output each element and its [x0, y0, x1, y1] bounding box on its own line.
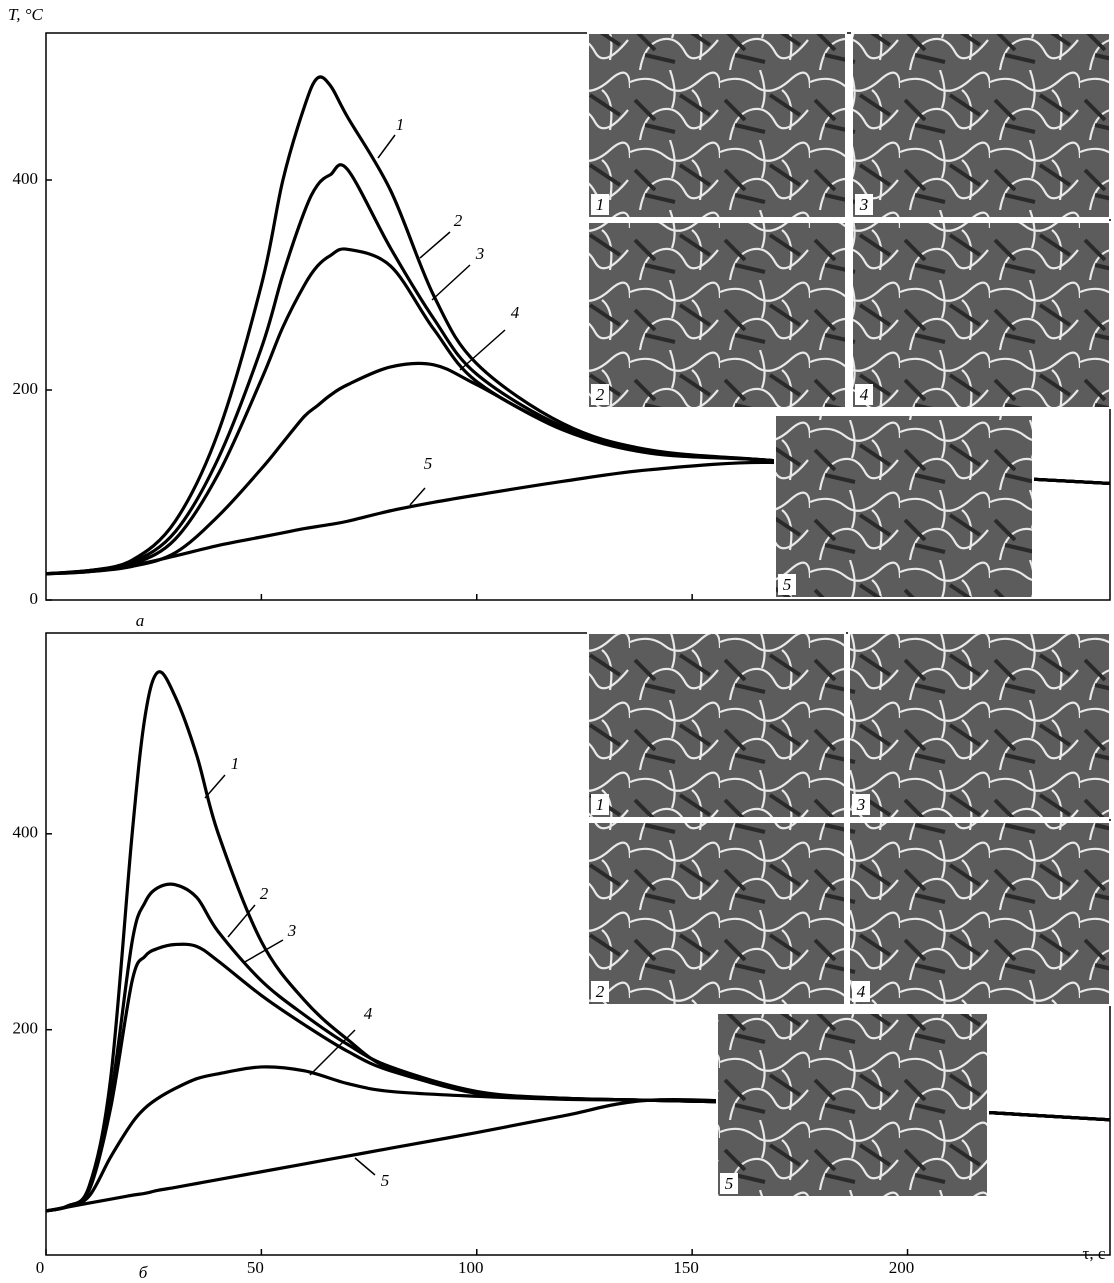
- label-leader: [354, 1157, 376, 1176]
- y-tick-label: 400: [13, 823, 39, 842]
- micrograph: [851, 32, 1111, 219]
- y-tick-label: 400: [13, 169, 39, 188]
- x-tick-label: 50: [247, 1258, 264, 1277]
- series-label: 4: [511, 303, 520, 322]
- inset-label-box: [591, 794, 609, 815]
- inset-label-box: [591, 981, 609, 1002]
- label-leader: [459, 329, 506, 371]
- inset-label: 5: [783, 575, 792, 594]
- inset-label-box: [855, 194, 873, 215]
- panel-label: б: [139, 1263, 148, 1282]
- y-tick-label: 200: [13, 1019, 39, 1038]
- micrograph: [587, 632, 846, 819]
- series-label: 2: [260, 884, 269, 903]
- inset-label: 3: [856, 795, 866, 814]
- micrograph: [716, 1012, 989, 1198]
- label-leader: [242, 939, 284, 964]
- inset-label: 2: [596, 982, 605, 1001]
- y-tick-label: 0: [30, 589, 39, 608]
- micrograph: [848, 821, 1111, 1006]
- inset-label-box: [852, 794, 870, 815]
- label-leader: [409, 487, 426, 506]
- micrograph: [851, 221, 1111, 409]
- inset-label-box: [591, 384, 609, 405]
- label-leader: [204, 774, 226, 799]
- series-label: 5: [381, 1171, 390, 1190]
- series-label: 2: [454, 211, 463, 230]
- inset-label-box: [778, 574, 796, 595]
- y-tick-label: 200: [13, 379, 39, 398]
- inset-label: 2: [596, 385, 605, 404]
- inset-label: 1: [596, 195, 605, 214]
- inset-label: 5: [725, 1174, 734, 1193]
- inset-label: 1: [596, 795, 605, 814]
- inset-label-box: [591, 194, 609, 215]
- panel-label: а: [136, 611, 145, 630]
- series-label: 3: [475, 244, 485, 263]
- series-label: 3: [287, 921, 297, 940]
- x-axis-label: τ, c: [1083, 1244, 1106, 1263]
- series-label: 1: [231, 754, 240, 773]
- line: [45, 460, 1111, 576]
- inset-label: 4: [860, 385, 869, 404]
- micrograph: [848, 632, 1111, 819]
- micrograph: [774, 414, 1034, 599]
- inset-label-box: [720, 1173, 738, 1194]
- series-label: 1: [396, 115, 405, 134]
- micrograph: [587, 221, 847, 409]
- x-tick-label: 150: [673, 1258, 699, 1277]
- label-leader: [431, 264, 471, 301]
- series-label: 4: [364, 1004, 373, 1023]
- inset-label: 3: [859, 195, 869, 214]
- inset-label-box: [855, 384, 873, 405]
- label-leader: [309, 1029, 356, 1076]
- x-tick-label: 100: [458, 1258, 484, 1277]
- micrograph: [587, 821, 846, 1006]
- x-tick-label: 200: [889, 1258, 915, 1277]
- series-label: 5: [424, 454, 433, 473]
- label-leader: [227, 904, 256, 938]
- label-leader: [377, 134, 396, 159]
- y-axis-label: T, °C: [8, 5, 43, 24]
- inset-label-box: [852, 981, 870, 1002]
- line: [45, 361, 1111, 576]
- micrograph: [587, 32, 847, 219]
- inset-label: 4: [857, 982, 866, 1001]
- x-tick-label: 0: [36, 1258, 45, 1277]
- label-leader: [419, 231, 451, 259]
